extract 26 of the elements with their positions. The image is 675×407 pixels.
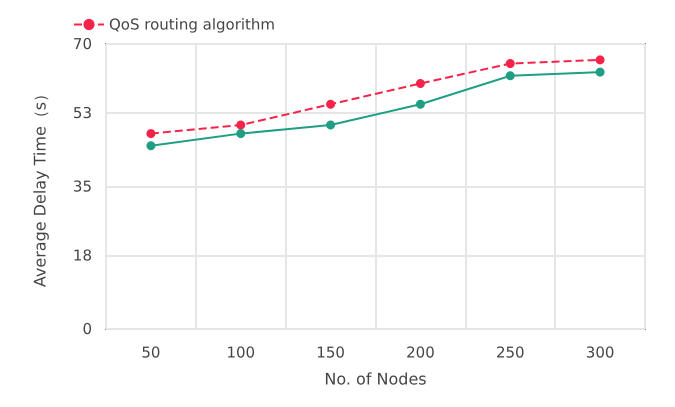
point bbox=[596, 68, 605, 77]
y-tick-label: 35 bbox=[72, 178, 92, 196]
point bbox=[146, 129, 156, 138]
y-tick-label: 53 bbox=[72, 104, 92, 122]
y-tick-label: 18 bbox=[72, 246, 92, 265]
point bbox=[236, 129, 246, 138]
point bbox=[326, 100, 336, 109]
point bbox=[596, 55, 605, 64]
x-tick-label: 50 bbox=[141, 344, 160, 362]
legend-label: QoS routing algorithm bbox=[109, 16, 276, 34]
x-tick-label: 300 bbox=[586, 344, 614, 362]
point bbox=[506, 71, 515, 80]
point bbox=[146, 141, 156, 150]
x-tick-label: 250 bbox=[496, 344, 525, 362]
point bbox=[236, 120, 246, 130]
x-tick-label: 200 bbox=[406, 344, 435, 362]
x-tick-label: 150 bbox=[316, 344, 345, 362]
y-tick-label: 70 bbox=[72, 35, 92, 53]
y-tick-label: 0 bbox=[82, 320, 92, 338]
point bbox=[416, 78, 425, 88]
x-axis-title: No. of Nodes bbox=[324, 370, 427, 388]
point bbox=[416, 100, 425, 109]
x-tick-label: 100 bbox=[226, 344, 256, 362]
point bbox=[326, 120, 336, 130]
y-axis-title: Average Delay Time（s） bbox=[30, 86, 50, 288]
point bbox=[506, 59, 515, 68]
